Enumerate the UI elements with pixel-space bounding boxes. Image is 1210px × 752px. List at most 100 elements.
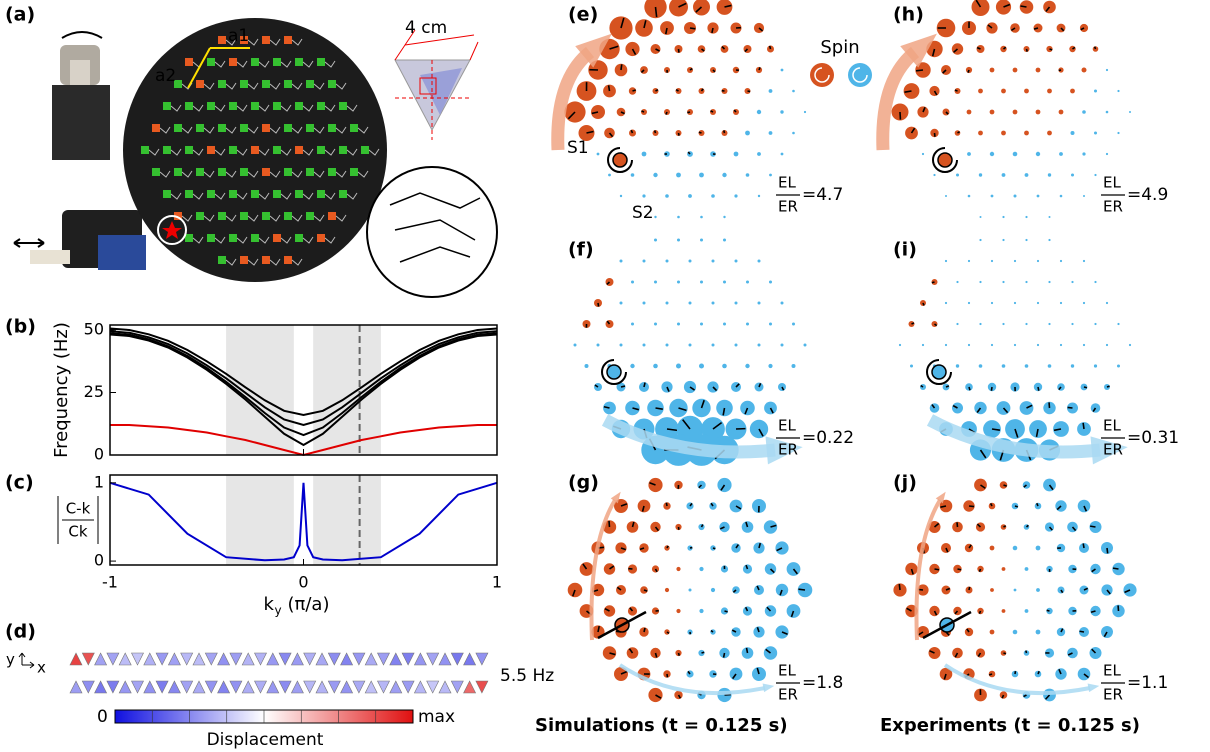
site-rotor bbox=[931, 48, 936, 57]
site-rotor bbox=[1053, 428, 1062, 432]
ratio-denominator: ER bbox=[778, 441, 798, 459]
site-rotor bbox=[745, 521, 749, 528]
site bbox=[757, 259, 761, 263]
site bbox=[1012, 629, 1018, 635]
y-axis-label: Frequency (Hz) bbox=[51, 322, 72, 458]
site bbox=[722, 363, 727, 369]
site-rotor bbox=[1037, 670, 1040, 675]
site-rotor bbox=[1091, 568, 1096, 573]
site-rotor bbox=[630, 129, 634, 134]
zoom-sketch bbox=[389, 192, 481, 263]
site-rotor bbox=[631, 48, 637, 56]
site-rotor bbox=[1035, 428, 1039, 438]
site-rotor bbox=[978, 610, 982, 614]
lattice-triangle bbox=[340, 652, 354, 666]
site-rotor bbox=[967, 69, 970, 73]
site bbox=[596, 152, 600, 156]
flow-arrow bbox=[618, 663, 766, 696]
site bbox=[1001, 567, 1006, 571]
site bbox=[699, 172, 704, 178]
site-rotor bbox=[655, 48, 660, 52]
photo-link bbox=[280, 192, 292, 200]
lattice-triangle bbox=[303, 680, 317, 694]
site-rotor bbox=[1056, 505, 1062, 511]
photo-site bbox=[295, 146, 303, 154]
photo-link bbox=[335, 214, 347, 222]
site-rotor bbox=[620, 503, 628, 507]
photo-site bbox=[229, 146, 237, 154]
photo-link bbox=[192, 236, 204, 244]
site bbox=[1094, 280, 1097, 284]
photo-site bbox=[229, 234, 237, 242]
site bbox=[1025, 238, 1028, 242]
site bbox=[1013, 343, 1017, 347]
site-rotor bbox=[954, 652, 959, 658]
photo-site bbox=[185, 146, 193, 154]
photo-site bbox=[273, 102, 281, 110]
site bbox=[995, 0, 1012, 15]
site-rotor bbox=[732, 589, 737, 593]
site-rotor bbox=[620, 17, 625, 29]
site-rotor bbox=[957, 568, 962, 571]
site-rotor bbox=[620, 111, 625, 115]
site bbox=[1094, 131, 1097, 135]
photo-link bbox=[170, 148, 182, 156]
site-rotor bbox=[910, 568, 914, 575]
site bbox=[780, 110, 784, 114]
source-site bbox=[931, 364, 947, 380]
site-rotor bbox=[687, 670, 691, 675]
photo-site bbox=[306, 168, 314, 176]
site-rotor bbox=[712, 386, 718, 392]
site-rotor bbox=[1048, 526, 1053, 531]
photo-link bbox=[269, 82, 281, 90]
site bbox=[642, 194, 646, 198]
site bbox=[700, 238, 703, 242]
axis-y-label: y bbox=[6, 651, 15, 669]
site bbox=[1036, 194, 1040, 198]
site bbox=[1094, 322, 1097, 326]
lattice-triangle bbox=[438, 652, 452, 666]
site bbox=[1059, 259, 1063, 263]
site bbox=[1001, 88, 1006, 94]
site-rotor bbox=[1003, 652, 1007, 655]
site-rotor bbox=[910, 127, 916, 134]
lattice-triangle bbox=[155, 680, 169, 694]
lattice-triangle bbox=[69, 652, 83, 666]
ratio-denominator: ER bbox=[1103, 686, 1123, 704]
site bbox=[699, 363, 704, 369]
site-rotor bbox=[655, 88, 659, 92]
site bbox=[746, 280, 749, 284]
site-rotor bbox=[766, 606, 772, 612]
site-rotor bbox=[1058, 668, 1062, 675]
site bbox=[653, 172, 658, 178]
photo-link bbox=[302, 236, 314, 244]
site-rotor bbox=[733, 109, 737, 113]
fraction-bars bbox=[57, 496, 99, 544]
site bbox=[978, 130, 983, 136]
photo-site bbox=[240, 124, 248, 132]
site-rotor bbox=[731, 673, 737, 680]
source-drive bbox=[597, 610, 647, 640]
site bbox=[1047, 364, 1052, 368]
site-rotor bbox=[654, 652, 658, 658]
ratio-numerator: EL bbox=[778, 174, 796, 192]
site-rotor bbox=[649, 482, 656, 486]
photo-site bbox=[163, 190, 171, 198]
lattice-triangle bbox=[401, 652, 415, 666]
vector-label: a1 bbox=[228, 26, 249, 46]
site bbox=[1059, 152, 1063, 156]
site bbox=[921, 152, 925, 156]
site-rotor bbox=[756, 626, 760, 633]
site bbox=[1071, 322, 1074, 326]
site bbox=[1058, 109, 1064, 115]
site-rotor bbox=[792, 568, 798, 575]
photo-link bbox=[357, 170, 369, 178]
arrow-head bbox=[1087, 683, 1100, 693]
flow-arrow bbox=[943, 663, 1091, 696]
site bbox=[676, 363, 681, 369]
frequency-label: 5.5 Hz bbox=[500, 666, 554, 686]
site-rotor bbox=[735, 544, 740, 549]
photo-link bbox=[335, 170, 347, 178]
photo-link bbox=[368, 148, 380, 156]
photo-site bbox=[218, 124, 226, 132]
